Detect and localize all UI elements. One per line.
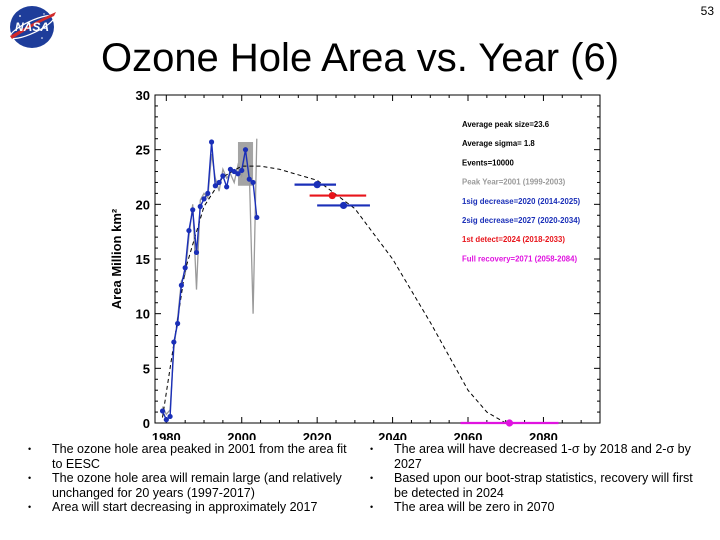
slide-title: Ozone Hole Area vs. Year (6): [100, 36, 620, 80]
bullet-item: The ozone hole area will remain large (a…: [28, 471, 350, 500]
data-point: [205, 190, 211, 196]
data-point: [201, 196, 207, 202]
x-tick-label: 2080: [529, 430, 558, 440]
y-axis-label: Area Million km²: [109, 208, 124, 309]
right-bullet-list: The area will have decreased 1-σ by 2018…: [370, 442, 702, 515]
x-tick-label: 2060: [454, 430, 483, 440]
y-tick-label: 30: [136, 88, 150, 103]
data-point: [235, 171, 241, 177]
data-point: [242, 147, 249, 153]
ozone-chart: 0 5 10 15 20 25 30 1980 2000 2020 2040 2060 2080 Area…: [109, 88, 601, 440]
data-point: [224, 184, 230, 190]
data-point: [246, 176, 252, 182]
data-point: [231, 168, 237, 175]
marker-point: [313, 181, 321, 189]
legend-entry: Events=10000: [462, 158, 514, 167]
data-point: [171, 339, 177, 345]
marker-point: [328, 191, 336, 200]
data-point: [186, 227, 192, 234]
data-point: [193, 249, 200, 256]
nasa-logo: NASA: [9, 6, 56, 48]
series-line-fit: [162, 165, 506, 424]
data-point: [178, 282, 184, 288]
legend-entry: Peak Year=2001 (1999-2003): [462, 178, 566, 187]
y-tick-label: 0: [143, 416, 150, 431]
y-tick-label: 25: [136, 143, 150, 158]
marker-point: [339, 201, 348, 210]
data-point: [182, 265, 188, 271]
marker-point: [505, 419, 514, 427]
x-tick-label: 2040: [378, 430, 407, 440]
svg-text:NASA: NASA: [15, 20, 49, 34]
data-point: [159, 408, 166, 414]
data-point: [250, 179, 256, 186]
data-point: [216, 179, 222, 186]
data-point: [208, 139, 215, 145]
bullet-item: Based upon our boot-strap statistics, re…: [370, 471, 702, 500]
legend-entry: Average sigma= 1.8: [462, 139, 535, 148]
legend-entry: 2sig decrease=2027 (2020-2034): [462, 216, 581, 225]
data-point: [167, 413, 173, 420]
legend-entry: 1sig decrease=2020 (2014-2025): [462, 197, 581, 206]
x-tick-label: 1980: [152, 430, 181, 440]
data-point: [254, 214, 260, 221]
data-point: [163, 417, 169, 423]
data-point: [190, 207, 196, 213]
y-tick-label: 5: [143, 361, 150, 376]
x-tick-label: 2020: [303, 430, 332, 440]
data-point: [239, 167, 245, 174]
data-point: [212, 183, 218, 189]
legend-entry: Average peak size=23.6: [462, 120, 550, 129]
y-tick-label: 10: [136, 307, 150, 322]
x-tick-label: 2000: [227, 430, 256, 440]
left-bullet-list: The ozone hole area peaked in 2001 from …: [28, 442, 350, 515]
y-tick-label: 15: [136, 252, 150, 267]
bullet-item: The area will be zero in 2070: [370, 500, 702, 515]
page-number: 53: [700, 4, 714, 18]
legend-entry: 1st detect=2024 (2018-2033): [462, 235, 565, 244]
bullet-item: Area will start decreasing in approximat…: [28, 500, 350, 515]
data-point: [197, 203, 203, 210]
data-point: [175, 320, 181, 327]
legend-entry: Full recovery=2071 (2058-2084): [462, 254, 577, 263]
data-point: [220, 173, 226, 179]
bullet-item: The area will have decreased 1-σ by 2018…: [370, 442, 702, 471]
bullet-item: The ozone hole area peaked in 2001 from …: [28, 442, 350, 471]
y-tick-label: 20: [136, 197, 150, 212]
data-point: [227, 166, 234, 172]
